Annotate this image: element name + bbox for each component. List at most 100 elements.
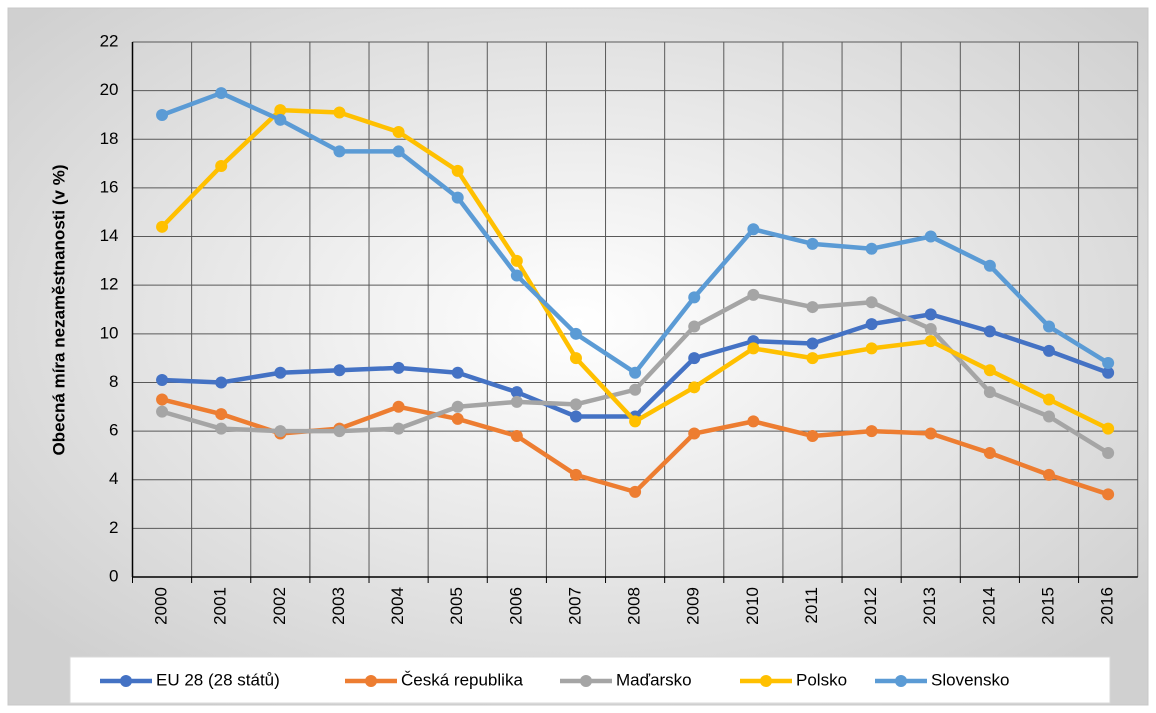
data-point — [1102, 422, 1115, 435]
data-point — [156, 393, 169, 406]
data-point — [1043, 393, 1056, 406]
data-point — [629, 383, 642, 396]
legend-label: Slovensko — [931, 670, 1009, 689]
data-point — [983, 364, 996, 377]
data-point — [924, 335, 937, 348]
data-point — [510, 269, 523, 282]
x-tick-label: 2005 — [447, 587, 466, 625]
data-point — [156, 108, 169, 121]
data-point — [924, 322, 937, 335]
y-tick-label: 16 — [100, 177, 119, 196]
data-point — [510, 395, 523, 408]
data-point — [1043, 468, 1056, 481]
data-point — [156, 405, 169, 418]
data-point — [215, 160, 228, 173]
data-point — [747, 415, 760, 428]
y-axis-label: Obecná míra nezaměstnanosti (v %) — [49, 165, 68, 456]
data-point — [333, 364, 346, 377]
data-point — [392, 125, 405, 138]
y-tick-label: 2 — [109, 518, 118, 537]
data-point — [1102, 446, 1115, 459]
data-point — [569, 352, 582, 365]
data-point — [747, 342, 760, 355]
data-point — [806, 237, 819, 250]
data-point — [451, 412, 464, 425]
data-point — [451, 164, 464, 177]
data-point — [806, 337, 819, 350]
data-point — [865, 342, 878, 355]
data-point — [333, 145, 346, 158]
y-tick-label: 10 — [100, 323, 119, 342]
legend-marker — [580, 675, 592, 687]
x-tick-label: 2006 — [506, 587, 525, 625]
legend-label: Maďarsko — [616, 670, 692, 689]
x-tick-label: 2002 — [270, 587, 289, 625]
x-tick-label: 2016 — [1098, 587, 1117, 625]
data-point — [274, 366, 287, 379]
data-point — [510, 386, 523, 399]
data-point — [451, 191, 464, 204]
data-point — [569, 327, 582, 340]
legend-marker — [365, 675, 377, 687]
data-point — [451, 366, 464, 379]
y-tick-label: 0 — [109, 566, 118, 585]
data-point — [392, 361, 405, 374]
legend-marker — [895, 675, 907, 687]
data-point — [333, 425, 346, 438]
data-point — [1102, 366, 1115, 379]
data-point — [569, 410, 582, 423]
x-tick-label: 2011 — [802, 587, 821, 624]
data-point — [274, 113, 287, 126]
data-point — [629, 415, 642, 428]
x-tick-label: 2008 — [625, 587, 644, 625]
data-point — [924, 308, 937, 321]
x-tick-label: 2009 — [684, 587, 703, 625]
data-point — [510, 429, 523, 442]
data-point — [569, 398, 582, 411]
y-tick-label: 22 — [100, 31, 119, 50]
y-tick-label: 20 — [100, 80, 119, 99]
data-point — [215, 422, 228, 435]
data-point — [806, 352, 819, 365]
data-point — [865, 318, 878, 331]
x-tick-label: 2013 — [920, 587, 939, 625]
data-point — [983, 386, 996, 399]
legend-marker — [760, 675, 772, 687]
data-point — [1102, 357, 1115, 369]
y-tick-label: 18 — [100, 129, 119, 148]
data-point — [865, 296, 878, 309]
x-tick-label: 2001 — [211, 587, 230, 625]
data-point — [924, 230, 937, 243]
x-tick-label: 2015 — [1038, 587, 1057, 625]
data-point — [983, 325, 996, 338]
data-point — [983, 259, 996, 272]
legend-label: Česká republika — [401, 670, 523, 689]
data-point — [688, 291, 701, 304]
data-point — [629, 485, 642, 498]
data-point — [924, 427, 937, 440]
data-point — [156, 374, 169, 387]
data-point — [688, 381, 701, 394]
data-point — [156, 220, 169, 233]
data-point — [569, 468, 582, 481]
legend-label: EU 28 (28 států) — [156, 670, 280, 689]
x-tick-label: 2003 — [329, 587, 348, 625]
data-point — [865, 242, 878, 255]
data-point — [392, 400, 405, 413]
data-point — [1102, 488, 1115, 501]
data-point — [747, 288, 760, 301]
data-point — [865, 425, 878, 438]
data-point — [806, 301, 819, 314]
legend-marker — [120, 675, 132, 687]
y-tick-label: 6 — [109, 421, 118, 440]
data-point — [274, 425, 287, 438]
data-point — [688, 320, 701, 333]
data-point — [215, 376, 228, 389]
data-point — [688, 427, 701, 440]
data-point — [983, 446, 996, 459]
x-tick-label: 2000 — [152, 587, 171, 625]
data-point — [215, 87, 228, 100]
data-point — [333, 106, 346, 119]
x-tick-label: 2012 — [861, 587, 880, 625]
